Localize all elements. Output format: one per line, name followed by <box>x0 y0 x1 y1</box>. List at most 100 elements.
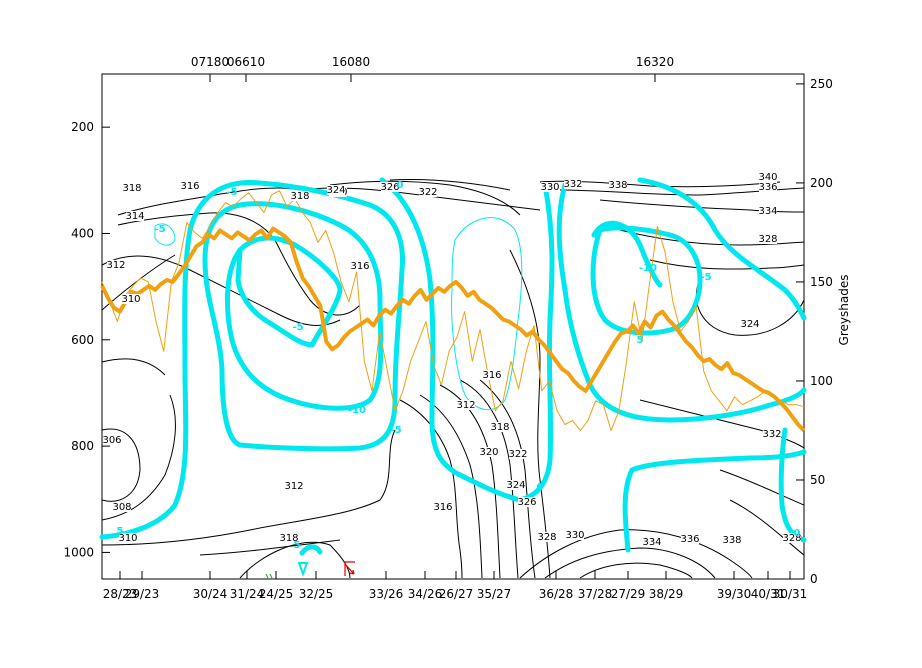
label-bg <box>181 181 199 191</box>
bottom-tick-label: 31/24 <box>230 587 265 601</box>
label-bg <box>609 180 627 190</box>
right-tick-label: 0 <box>810 572 818 586</box>
theta-contour-label: 328 <box>537 532 556 543</box>
theta-contour-line <box>509 249 551 579</box>
bottom-tick-label: 26/27 <box>439 587 474 601</box>
theta-contour-line <box>459 379 519 579</box>
bottom-tick-label: 24/25 <box>259 587 294 601</box>
cyan-contour-label: -5 <box>154 224 165 235</box>
top-label: 07180 <box>191 55 229 69</box>
theta-contour-line <box>239 541 351 579</box>
theta-contour-label: 316 <box>433 502 452 513</box>
bottom-tick-label: 35/27 <box>477 587 512 601</box>
theta-contour-label: 322 <box>508 449 527 460</box>
theta-contour-label: 326 <box>517 497 536 508</box>
right-tick-label: 200 <box>810 176 833 190</box>
label-bg <box>518 497 536 507</box>
theta-contour-label: 334 <box>758 206 777 217</box>
theta-contour-label: 322 <box>418 187 437 198</box>
left-tick-label: 600 <box>71 333 94 347</box>
cyan-contour-label: 5 <box>117 526 124 537</box>
bottom-tick-label: 37/28 <box>578 587 613 601</box>
label-bg <box>541 182 559 192</box>
bottom-tick-label: 39/30 <box>717 587 752 601</box>
arrow-symbol <box>344 561 355 576</box>
thin-cyan-contour <box>154 223 176 246</box>
thin-cyan-contour <box>451 217 523 410</box>
theta-contour-labels: 306 308 310 310 312 312 314 316 316 318 318 320 322 3… <box>102 172 802 548</box>
label-bg <box>741 319 759 329</box>
theta-contour-label: 334 <box>642 537 661 548</box>
theta-contour-label: 326 <box>380 182 399 193</box>
label-bg <box>566 530 584 540</box>
theta-contour-line <box>579 562 693 579</box>
right-tick-label: 250 <box>810 77 833 91</box>
bottom-tick-label: 29/23 <box>125 587 160 601</box>
theta-contour-label: 308 <box>112 502 131 513</box>
theta-contour-label: 320 <box>479 447 498 458</box>
theta-contour-label: 314 <box>125 211 144 222</box>
label-bg <box>759 182 777 192</box>
left-tick-label: 1000 <box>63 545 94 559</box>
cyan-contour-labels: -5 -5 -5 -10 -5 0 5 5 -10 -5 0 5 0 <box>117 180 801 551</box>
theta-contour-label: 328 <box>782 533 801 544</box>
theta-contour-label: 324 <box>506 480 525 491</box>
label-bg <box>643 537 661 547</box>
label-bg <box>759 206 777 216</box>
cyan-contour-line <box>778 427 807 543</box>
left-tick-label: 400 <box>71 226 94 240</box>
theta-contour-line <box>649 259 805 270</box>
cyan-contour-line <box>224 201 384 411</box>
right-axis-title: Greyshades <box>837 275 851 346</box>
top-label: 06610 <box>227 55 265 69</box>
bottom-tick-label: 38/29 <box>649 587 684 601</box>
bottom-tick-label: 30/24 <box>193 587 228 601</box>
label-bg <box>419 187 437 197</box>
triangle-symbol <box>297 562 309 577</box>
theta-contour-label: 338 <box>722 535 741 546</box>
label-bg <box>381 182 399 192</box>
label-bg <box>483 370 501 380</box>
cyan-contour-label: -5 <box>700 272 711 283</box>
label-bg <box>434 502 452 512</box>
thin-cyan-contours <box>154 217 523 410</box>
cyan-contour-label: -5 <box>390 425 401 436</box>
theta-contour-label: 312 <box>284 481 303 492</box>
orange-series <box>100 190 806 432</box>
cyan-contour-label: -5 <box>292 322 303 333</box>
theta-contour-label: 336 <box>758 182 777 193</box>
bottom-tick-label: 28/23 <box>103 587 138 601</box>
theta-contour-label: 318 <box>122 183 141 194</box>
theta-contour-line <box>719 469 805 506</box>
theta-contour-label: 316 <box>350 261 369 272</box>
theta-contour-label: 312 <box>456 400 475 411</box>
theta-contour-line <box>399 399 463 579</box>
theta-contour-label: 318 <box>490 422 509 433</box>
theta-contour-label: 332 <box>762 429 781 440</box>
theta-contours <box>101 178 805 579</box>
label-bg <box>783 533 801 543</box>
theta-contour-line <box>101 358 166 376</box>
theta-contour-line <box>101 429 396 546</box>
theta-contour-line <box>101 255 341 326</box>
right-tick-label: 50 <box>810 473 825 487</box>
label-bg <box>681 534 699 544</box>
label-bg <box>107 260 125 270</box>
theta-contour-label: 332 <box>563 179 582 190</box>
theta-contour-line <box>544 547 716 579</box>
label-bg <box>119 533 137 543</box>
theta-contour-line <box>619 229 805 246</box>
cyan-contour-line <box>622 449 807 553</box>
theta-contour-label: 310 <box>121 294 140 305</box>
plot-frame <box>101 73 805 580</box>
label-bg <box>763 429 781 439</box>
cyan-contour-line <box>299 544 323 556</box>
label-bg <box>126 211 144 221</box>
cyan-contour-label: 0 <box>537 482 544 493</box>
theta-contour-label: 318 <box>290 191 309 202</box>
theta-contour-label: 318 <box>279 533 298 544</box>
right-tick-label: 100 <box>810 374 833 388</box>
label-bg <box>538 532 556 542</box>
label-bg <box>285 481 303 491</box>
